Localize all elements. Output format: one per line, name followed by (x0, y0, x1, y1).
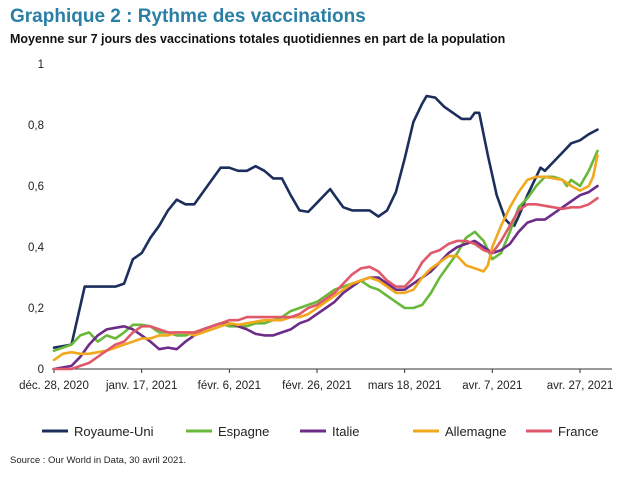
y-tick-label: 0,8 (28, 120, 44, 132)
legend-label: Allemagne (445, 424, 506, 439)
x-tick-label: févr. 26, 2021 (282, 380, 352, 392)
source-note: Source : Our World in Data, 30 avril 202… (10, 455, 187, 466)
series-line-france (52, 196, 599, 371)
series-line-italie (52, 184, 599, 371)
series-line-royaume-uni (52, 94, 599, 349)
legend-label: Italie (332, 424, 359, 439)
x-tick-label: févr. 6, 2021 (198, 380, 261, 392)
x-tick-label: avr. 27, 2021 (547, 380, 614, 392)
legend: Royaume-Uni Espagne Italie Allemagne France (42, 424, 598, 439)
series-lines (52, 94, 599, 371)
y-tick-label: 0,4 (28, 242, 45, 254)
x-tick-label: déc. 28, 2020 (19, 380, 89, 392)
legend-label: France (558, 424, 598, 439)
legend-label: Espagne (218, 424, 269, 439)
y-axis: 0 0,2 0,4 0,6 0,8 1 (28, 59, 45, 376)
y-tick-label: 0,2 (28, 303, 44, 315)
legend-label: Royaume-Uni (74, 424, 154, 439)
chart-subtitle: Moyenne sur 7 jours des vaccinations tot… (10, 32, 506, 46)
y-tick-label: 1 (38, 59, 44, 71)
x-tick-label: mars 18, 2021 (368, 380, 442, 392)
y-tick-label: 0 (38, 364, 44, 376)
series-line-espagne (52, 149, 599, 352)
x-axis: déc. 28, 2020 janv. 17, 2021 févr. 6, 2021… (19, 369, 613, 392)
x-tick-label: janv. 17, 2021 (105, 380, 177, 392)
x-tick-label: avr. 7, 2021 (462, 380, 522, 392)
series-line-allemagne (52, 154, 599, 362)
y-tick-label: 0,6 (28, 181, 44, 193)
chart-title: Graphique 2 : Rythme des vaccinations (10, 6, 366, 27)
